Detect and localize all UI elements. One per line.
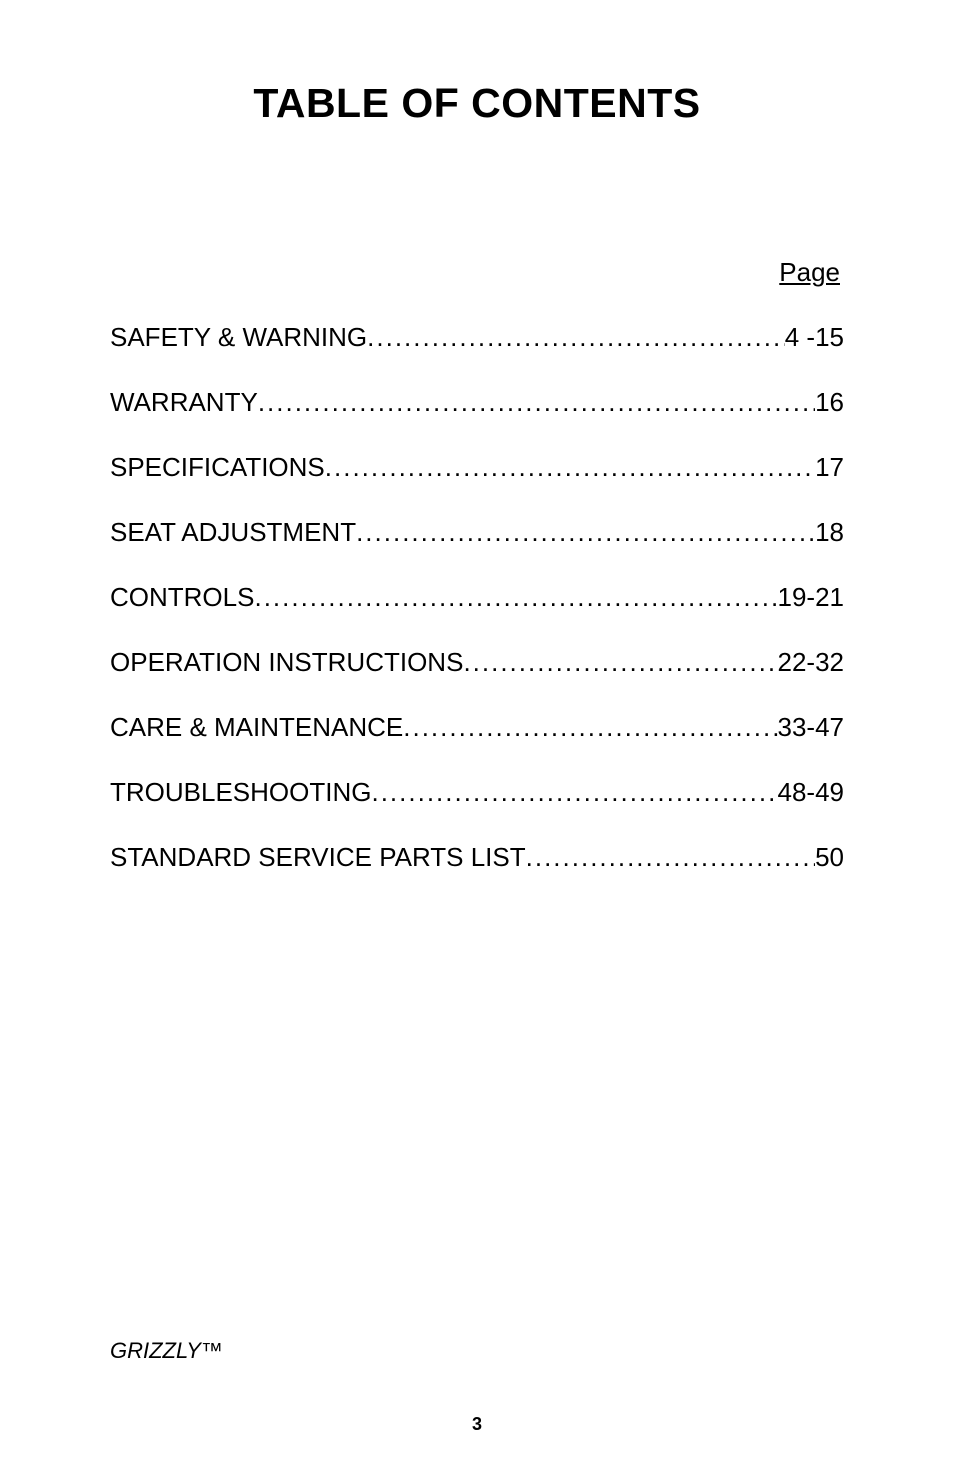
toc-dots — [258, 387, 815, 418]
toc-list: SAFETY & WARNING 4 -15 WARRANTY 16 SPECI… — [110, 322, 844, 873]
toc-page: 17 — [815, 452, 844, 483]
toc-item: CARE & MAINTENANCE 33-47 — [110, 712, 844, 743]
toc-item: WARRANTY 16 — [110, 387, 844, 418]
footer-brand: GRIZZLY™ — [110, 1298, 844, 1364]
page-column-header: Page — [110, 257, 844, 288]
toc-item: STANDARD SERVICE PARTS LIST 50 — [110, 842, 844, 873]
toc-page: 48-49 — [778, 777, 845, 808]
page-number: 3 — [110, 1414, 844, 1435]
toc-label: STANDARD SERVICE PARTS LIST — [110, 842, 526, 873]
toc-item: OPERATION INSTRUCTIONS 22-32 — [110, 647, 844, 678]
toc-item: SPECIFICATIONS 17 — [110, 452, 844, 483]
toc-page: 33-47 — [778, 712, 845, 743]
page-title: TABLE OF CONTENTS — [110, 80, 844, 127]
toc-page: 16 — [815, 387, 844, 418]
toc-dots — [526, 842, 815, 873]
toc-dots — [356, 517, 815, 548]
toc-page: 50 — [815, 842, 844, 873]
toc-page: 22-32 — [778, 647, 845, 678]
toc-dots — [371, 777, 777, 808]
toc-label: TROUBLESHOOTING — [110, 777, 371, 808]
toc-page: 18 — [815, 517, 844, 548]
toc-dots — [325, 452, 815, 483]
toc-label: CARE & MAINTENANCE — [110, 712, 403, 743]
toc-page: 19-21 — [778, 582, 845, 613]
toc-label: SEAT ADJUSTMENT — [110, 517, 356, 548]
toc-dots — [403, 712, 777, 743]
toc-dots — [463, 647, 777, 678]
toc-label: WARRANTY — [110, 387, 258, 418]
toc-label: OPERATION INSTRUCTIONS — [110, 647, 463, 678]
toc-item: SAFETY & WARNING 4 -15 — [110, 322, 844, 353]
toc-item: SEAT ADJUSTMENT 18 — [110, 517, 844, 548]
toc-label: CONTROLS — [110, 582, 254, 613]
toc-dots — [254, 582, 777, 613]
toc-page: 4 -15 — [785, 322, 844, 353]
toc-dots — [367, 322, 785, 353]
toc-label: SAFETY & WARNING — [110, 322, 367, 353]
toc-item: TROUBLESHOOTING 48-49 — [110, 777, 844, 808]
toc-item: CONTROLS 19-21 — [110, 582, 844, 613]
toc-label: SPECIFICATIONS — [110, 452, 325, 483]
